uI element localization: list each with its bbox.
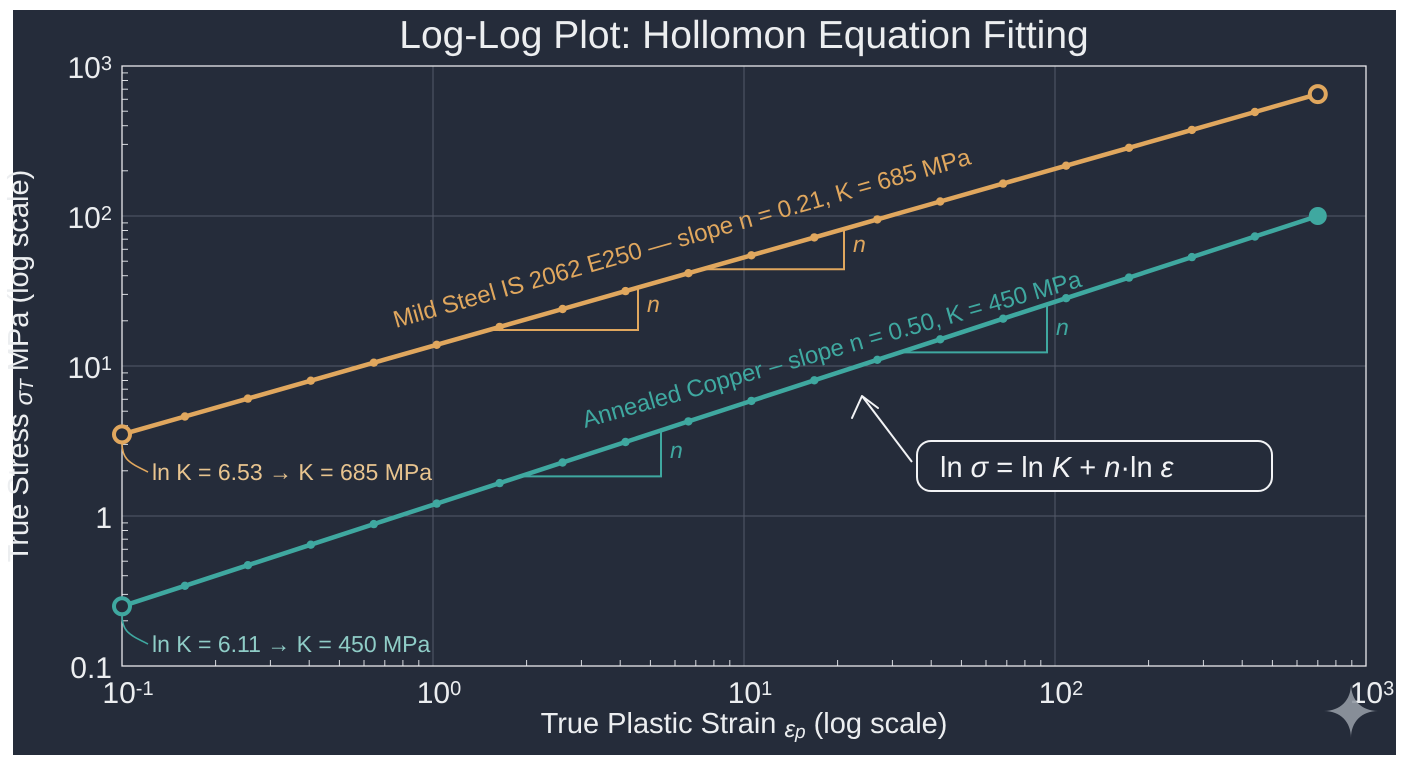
svg-text:ln K = 6.53 → K = 685 MPa: ln K = 6.53 → K = 685 MPa [152,459,432,485]
svg-text:0.1: 0.1 [70,652,112,685]
svg-text:n: n [853,231,866,257]
svg-text:True Plastic Strain εp (log sc: True Plastic Strain εp (log scale) [541,708,948,743]
svg-text:ln K = 6.11 → K = 450 MPa: ln K = 6.11 → K = 450 MPa [152,631,430,657]
svg-text:n: n [670,437,683,463]
svg-text:n: n [1056,314,1069,340]
svg-text:True Stress σT MPa (log scale): True Stress σT MPa (log scale) [3,170,38,562]
svg-text:Log-Log Plot: Hollomon Equatio: Log-Log Plot: Hollomon Equation Fitting [399,14,1088,57]
svg-text:1: 1 [95,502,112,535]
svg-text:ln σ = ln K + n·ln ε: ln σ = ln K + n·ln ε [940,452,1175,484]
svg-text:n: n [647,291,660,317]
